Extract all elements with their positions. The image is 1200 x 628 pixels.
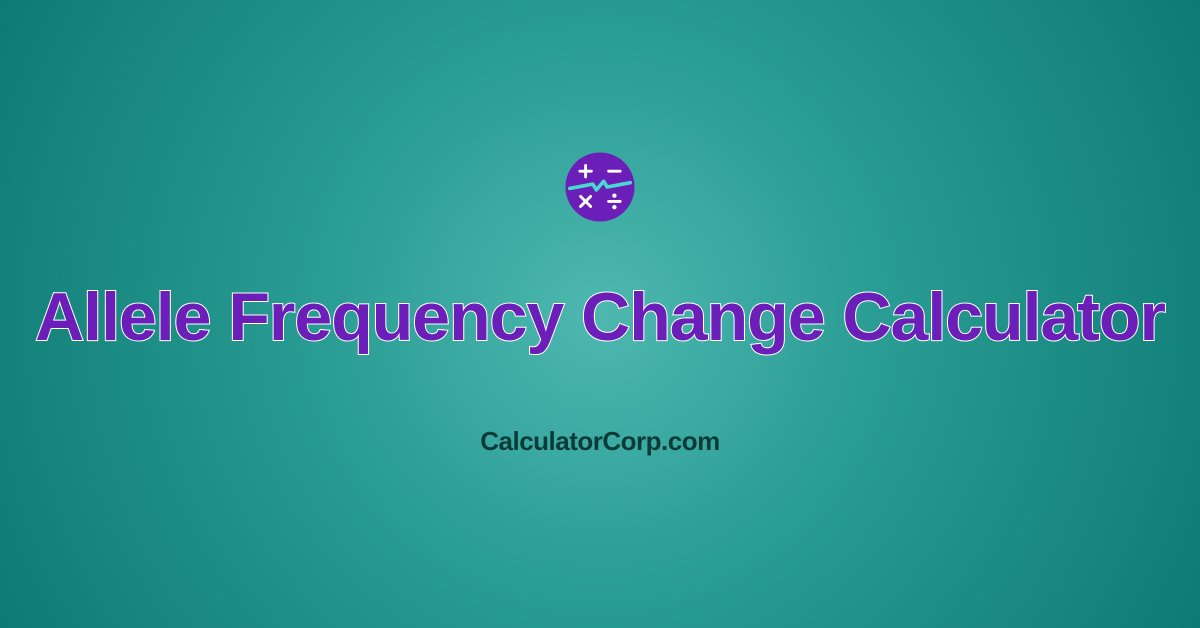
calculator-logo-icon — [564, 151, 636, 223]
website-url: CalculatorCorp.com — [480, 426, 720, 457]
page-title: Allele Frequency Change Calculator — [35, 278, 1165, 356]
